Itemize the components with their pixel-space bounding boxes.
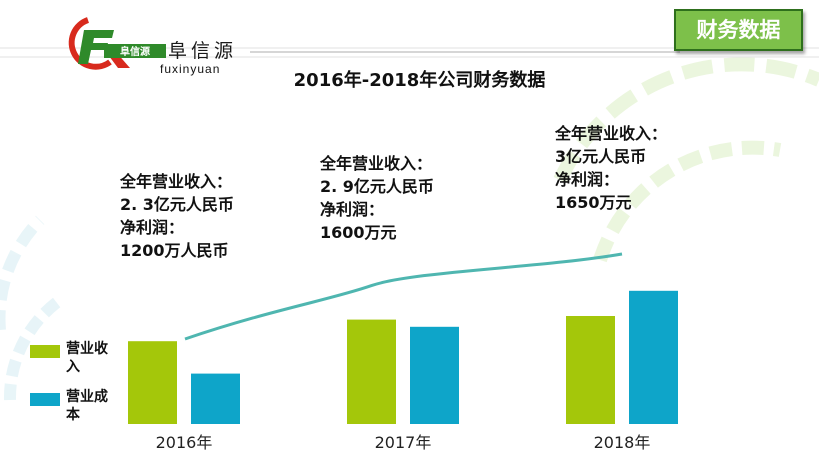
trend-line [184, 252, 623, 341]
annotation-line: 全年营业收入： [320, 154, 433, 173]
company-logo: 阜信源 [58, 12, 248, 74]
x-tick-label-0: 2016年 [156, 433, 213, 452]
section-title: 财务数据 [674, 9, 803, 51]
annotation-line: 1600万元 [320, 223, 397, 242]
page-subtitle: 2016年-2018年公司财务数据 [293, 70, 546, 91]
bar-revenue-2 [566, 316, 615, 424]
annotation-line: 净利润： [555, 170, 620, 189]
annotation-line: 1650万元 [555, 193, 632, 212]
bar-cost-1 [410, 326, 459, 424]
logo-mark-icon: 阜信源 [68, 17, 166, 70]
annotation-line: 全年营业收入： [555, 124, 668, 143]
bar-cost-0 [191, 373, 240, 424]
annotation-2017: 全年营业收入： 2. 9亿元人民币 净利润： 1600万元 [320, 152, 434, 244]
legend-label-revenue: 营业收入 [66, 341, 108, 375]
annotation-line: 3亿元人民币 [555, 147, 647, 166]
svg-text:阜信源: 阜信源 [120, 45, 150, 58]
legend-item-revenue: 营业收入 [30, 340, 114, 376]
annotation-2016: 全年营业收入： 2. 3亿元人民币 净利润： 1200万人民币 [120, 170, 234, 262]
bar-cost-2 [629, 290, 678, 424]
annotation-line: 净利润： [320, 200, 385, 219]
annotation-line: 全年营业收入： [120, 172, 233, 191]
annotation-line: 2. 3亿元人民币 [120, 195, 234, 214]
legend-swatch-cost [30, 393, 60, 406]
legend-swatch-revenue [30, 345, 60, 358]
x-tick-label-2: 2018年 [594, 433, 651, 452]
bar-revenue-1 [347, 319, 396, 424]
legend-label-cost: 营业成本 [66, 389, 108, 423]
x-tick-label-1: 2017年 [375, 433, 432, 452]
annotation-line: 1200万人民币 [120, 241, 229, 260]
annotation-line: 2. 9亿元人民币 [320, 177, 434, 196]
legend-item-cost: 营业成本 [30, 388, 114, 424]
annotation-2018: 全年营业收入： 3亿元人民币 净利润： 1650万元 [555, 122, 667, 214]
bar-revenue-0 [128, 341, 177, 424]
annotation-line: 净利润： [120, 218, 185, 237]
brand-name-chinese: 阜信源 [168, 40, 238, 62]
brand-name-english: fuxinyuan [160, 62, 221, 76]
